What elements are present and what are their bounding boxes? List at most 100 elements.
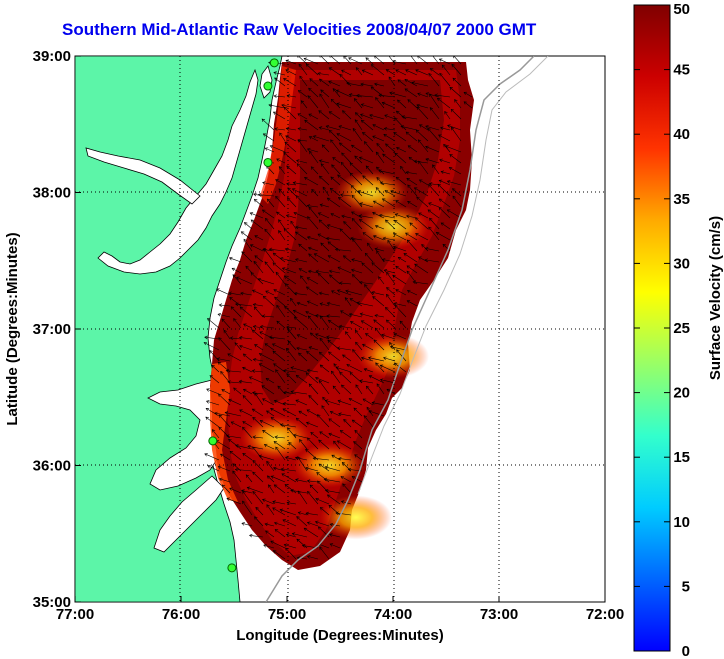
velocity-vector — [416, 196, 429, 208]
velocity-vector — [371, 64, 385, 76]
velocity-arrowhead — [281, 473, 285, 477]
velocity-arrowhead — [321, 405, 325, 409]
velocity-vector — [306, 63, 319, 76]
velocity-vector — [394, 362, 407, 373]
velocity-arrowhead — [413, 159, 418, 164]
velocity-vector — [367, 243, 374, 252]
velocity-arrowhead — [329, 274, 333, 278]
velocity-vector — [242, 427, 253, 439]
velocity-vector — [386, 287, 396, 296]
velocity-arrowhead — [242, 421, 246, 425]
velocity-arrowhead — [395, 289, 399, 293]
low-speed-regions — [240, 170, 429, 540]
velocity-vector — [404, 88, 418, 98]
velocity-arrowhead — [358, 214, 363, 218]
velocity-vector — [307, 555, 319, 560]
velocity-arrowhead — [336, 133, 340, 137]
velocity-arrowhead — [392, 274, 396, 279]
velocity-vector — [362, 344, 374, 351]
velocity-arrowhead — [319, 93, 323, 98]
velocity-arrowhead — [297, 56, 299, 58]
velocity-arrowhead — [438, 206, 443, 211]
x-tick-label: 77:00 — [56, 606, 94, 623]
velocity-arrowhead — [354, 429, 358, 434]
velocity-vector — [284, 107, 297, 120]
velocity-arrowhead — [315, 314, 319, 318]
velocity-arrowhead — [230, 306, 235, 310]
velocity-arrowhead — [305, 310, 309, 315]
velocity-vector — [371, 262, 385, 274]
velocity-arrowhead — [331, 164, 335, 168]
velocity-vector — [330, 56, 341, 65]
velocity-vector — [392, 274, 407, 285]
velocity-arrowhead — [240, 231, 245, 235]
velocity-arrowhead — [418, 179, 423, 183]
velocity-arrowhead — [326, 494, 331, 498]
velocity-vector — [297, 56, 308, 65]
velocity-arrowhead — [257, 277, 262, 282]
velocity-vector — [416, 106, 429, 120]
velocity-vector — [310, 432, 319, 439]
velocity-vector — [228, 399, 242, 406]
velocity-arrowhead — [226, 434, 230, 438]
velocity-vector — [204, 453, 220, 461]
velocity-vector — [318, 212, 330, 219]
velocity-arrowhead — [315, 376, 319, 381]
velocity-vector — [395, 69, 407, 76]
velocity-vector — [280, 424, 297, 428]
velocity-arrowhead — [251, 289, 256, 293]
velocity-arrowhead — [386, 287, 390, 291]
velocity-vector — [349, 372, 363, 384]
velocity-vector — [306, 422, 319, 428]
velocity-vector — [284, 141, 297, 153]
velocity-arrowhead — [282, 408, 287, 412]
y-axis-label: Latitude (Degrees:Minutes) — [4, 232, 21, 425]
velocity-arrowhead — [389, 345, 394, 349]
velocity-arrowhead — [324, 399, 329, 403]
velocity-arrowhead — [350, 321, 354, 325]
velocity-arrowhead — [425, 158, 429, 162]
velocity-vector — [376, 177, 385, 186]
velocity-arrowhead — [338, 142, 343, 146]
velocity-arrowhead — [254, 392, 258, 397]
velocity-vector — [409, 222, 418, 230]
velocity-arrowhead — [372, 135, 376, 139]
velocity-arrowhead — [233, 318, 237, 322]
velocity-arrowhead — [375, 151, 380, 156]
velocity-arrowhead — [218, 426, 222, 431]
velocity-vector — [372, 296, 385, 307]
velocity-arrowhead — [434, 93, 438, 98]
velocity-vector — [327, 197, 341, 208]
velocity-vector — [331, 290, 341, 296]
velocity-vector — [297, 557, 308, 560]
velocity-vector — [226, 498, 242, 505]
velocity-arrowhead — [305, 466, 309, 471]
velocity-arrowhead — [242, 388, 247, 393]
velocity-arrowhead — [392, 233, 397, 237]
velocity-vector — [354, 119, 363, 131]
pamlico-sound-south — [153, 475, 225, 553]
velocity-arrowhead — [214, 411, 218, 416]
velocity-arrowhead — [218, 477, 223, 482]
velocity-arrowhead — [374, 313, 378, 318]
velocity-vector — [286, 502, 297, 505]
velocity-arrowhead — [218, 414, 223, 419]
velocity-arrowhead — [261, 118, 266, 123]
velocity-vector — [268, 104, 286, 109]
velocity-vector — [326, 336, 341, 340]
velocity-arrowhead — [449, 154, 453, 158]
velocity-vector — [339, 74, 352, 87]
velocity-arrowhead — [305, 421, 310, 425]
potomac-river — [85, 147, 201, 205]
velocity-arrowhead — [284, 141, 288, 146]
velocity-arrowhead — [252, 446, 256, 450]
velocity-arrowhead — [341, 461, 346, 466]
velocity-vector — [216, 288, 231, 296]
velocity-vector — [282, 408, 297, 417]
velocity-vector — [345, 290, 363, 296]
velocity-vector — [258, 194, 275, 197]
velocity-vector — [375, 151, 385, 164]
velocity-vector — [293, 310, 308, 318]
velocity-vector — [307, 216, 319, 230]
velocity-arrowhead — [340, 476, 345, 480]
